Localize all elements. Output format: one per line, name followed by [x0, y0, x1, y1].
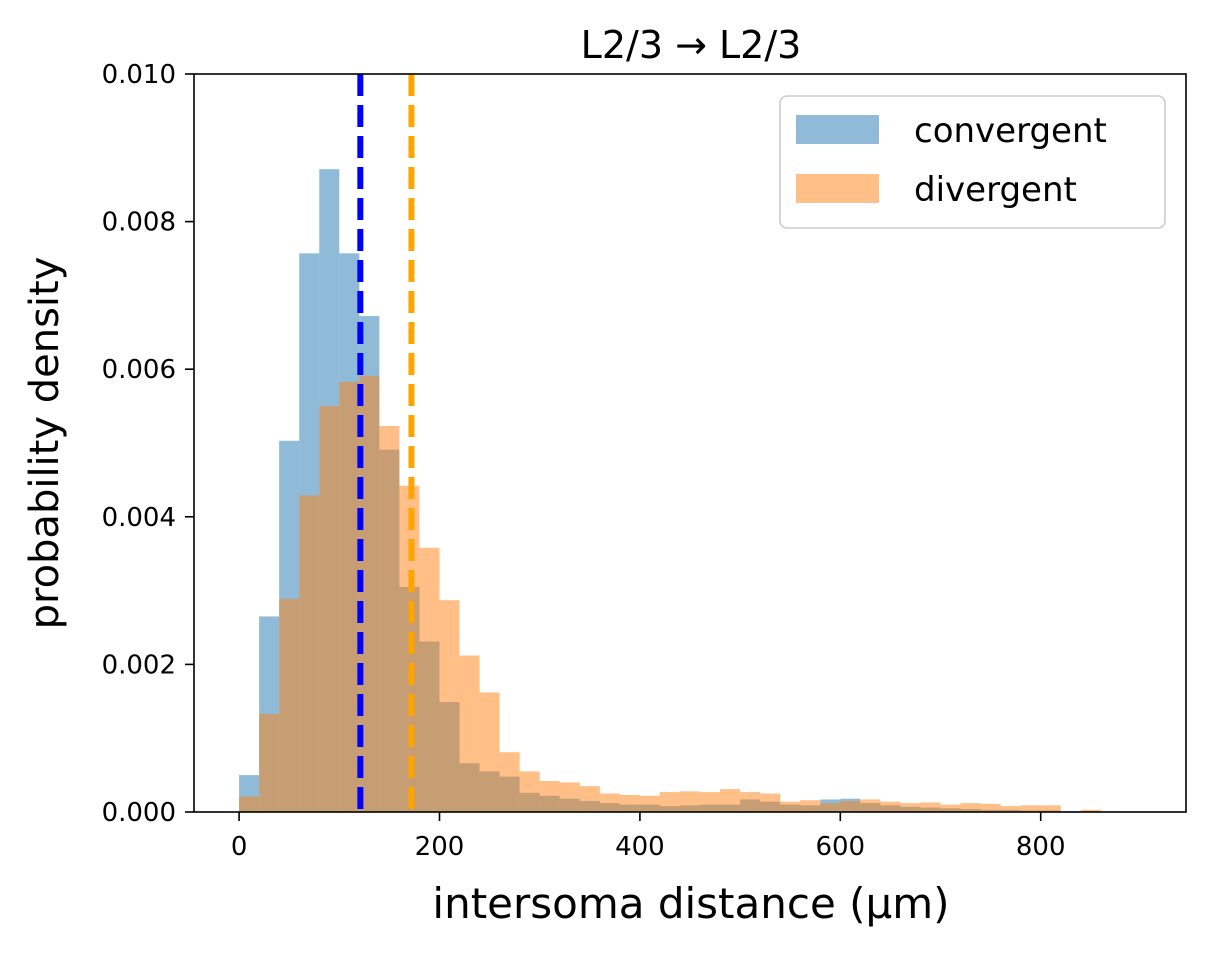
bar-divergent-10: [439, 600, 460, 812]
y-tick-label: 0.004: [102, 503, 176, 533]
x-axis-ticks: 0 200 400 600 800: [231, 812, 1066, 862]
bar-divergent-20: [639, 795, 660, 812]
bar-divergent-4: [319, 406, 340, 812]
bar-divergent-9: [419, 547, 440, 812]
bar-divergent-35: [940, 804, 961, 812]
y-tick-label: 0.008: [102, 208, 176, 238]
y-tick-label: 0.002: [102, 650, 176, 680]
bar-divergent-33: [900, 803, 921, 812]
bar-divergent-7: [379, 426, 400, 812]
x-axis-label: intersoma distance (μm): [432, 879, 949, 928]
bar-divergent-3: [299, 495, 320, 812]
bar-divergent-16: [559, 782, 580, 812]
bar-divergent-11: [459, 655, 480, 812]
bar-divergent-19: [619, 795, 640, 812]
bar-divergent-25: [740, 792, 761, 812]
bar-divergent-15: [539, 781, 560, 812]
bar-divergent-27: [780, 801, 801, 812]
x-tick-label: 800: [1016, 832, 1066, 862]
y-tick-label: 0.000: [102, 798, 176, 828]
chart-title: L2/3 → L2/3: [581, 23, 802, 67]
bar-divergent-29: [820, 803, 841, 812]
bar-divergent-24: [720, 789, 741, 812]
y-tick-label: 0.006: [102, 355, 176, 385]
bar-divergent-17: [579, 786, 600, 812]
bar-divergent-18: [599, 793, 620, 812]
legend-label-divergent: divergent: [914, 170, 1077, 210]
bar-divergent-23: [700, 792, 721, 812]
bars-layer: [239, 169, 1121, 813]
y-axis-label: probability density: [22, 257, 68, 630]
x-tick-label: 0: [231, 832, 248, 862]
bar-divergent-0: [239, 796, 260, 812]
bar-divergent-21: [659, 792, 680, 812]
bar-divergent-32: [880, 801, 901, 812]
bar-divergent-34: [920, 802, 941, 812]
x-tick-label: 200: [415, 832, 465, 862]
bar-divergent-14: [519, 771, 540, 812]
legend: convergent divergent: [779, 95, 1166, 229]
legend-swatch-divergent: [796, 174, 879, 203]
bar-divergent-30: [840, 800, 861, 812]
legend-label-convergent: convergent: [914, 111, 1107, 151]
bar-divergent-37: [980, 803, 1001, 812]
y-axis-ticks: 0.000 0.002 0.004 0.006 0.008 0.010: [102, 60, 194, 828]
legend-swatch-convergent: [796, 115, 879, 144]
bar-divergent-31: [860, 799, 881, 812]
bar-divergent-42: [1080, 809, 1101, 812]
bar-divergent-13: [499, 752, 520, 812]
y-tick-label: 0.010: [102, 60, 176, 90]
bar-divergent-40: [1040, 805, 1061, 812]
bar-divergent-6: [359, 375, 380, 812]
x-tick-label: 600: [815, 832, 865, 862]
x-tick-label: 400: [615, 832, 665, 862]
bar-divergent-1: [259, 713, 280, 812]
bar-divergent-38: [1000, 806, 1021, 812]
bar-divergent-12: [479, 692, 500, 812]
bar-divergent-5: [339, 381, 360, 812]
bar-divergent-2: [279, 598, 300, 812]
bar-divergent-28: [800, 800, 821, 812]
bar-divergent-39: [1020, 805, 1041, 812]
bar-divergent-36: [960, 803, 981, 812]
plot-frame: [193, 73, 1187, 813]
bar-divergent-26: [760, 793, 781, 812]
bar-divergent-22: [679, 791, 701, 812]
